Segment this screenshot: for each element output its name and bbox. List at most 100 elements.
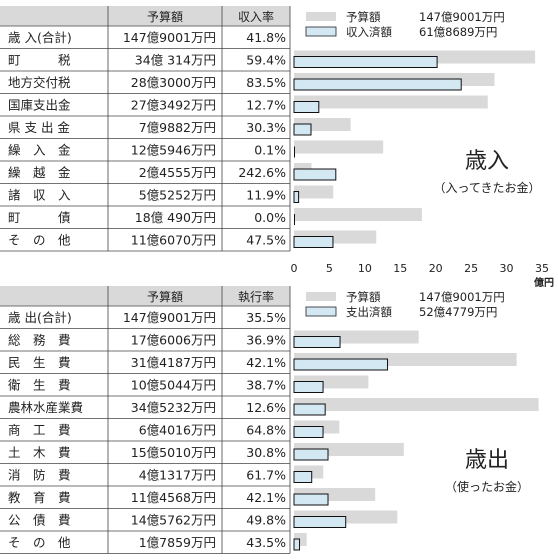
row-label: そ の 他 [8,233,71,248]
row-amount: 10億5044万円 [131,378,216,393]
row-rate: 12.7% [246,98,286,113]
row-rate: 0.1% [254,143,286,158]
bar-actual [293,336,341,348]
row-amount: 15億5010万円 [131,445,216,460]
row-label: 総 務 費 [8,333,71,348]
row-amount: 14億5762万円 [131,513,216,528]
row-amount: 2億4555万円 [139,165,216,180]
legend-label-budget: 予算額 [346,290,381,304]
bar-actual [293,426,324,438]
row-rate: 42.1% [246,490,286,505]
row-rate: 36.9% [246,333,286,348]
column-header-rate: 執行率 [238,289,274,304]
row-label: 町 債 [8,210,71,225]
bar-actual [293,236,334,248]
row-label: 歳 出(合計) [8,310,72,325]
legend-amount-budget: 147億9001万円 [419,10,505,24]
row-amount: 4億1317万円 [139,468,216,483]
row-rate: 38.7% [246,378,286,393]
row-amount: 27億3492万円 [131,98,216,113]
section-title: 歳入 [465,149,509,174]
row-rate: 47.5% [246,233,286,248]
row-amount: 11億6070万円 [131,233,216,248]
bar-actual [293,101,320,113]
bar-actual [293,168,337,181]
row-rate: 242.6% [238,165,286,180]
bar-actual [293,56,438,68]
x-tick-label: 30 [500,262,514,275]
x-tick-label: 25 [464,262,478,275]
bar-budget [294,95,488,109]
row-label: 諸 収 入 [8,188,71,203]
row-rate: 61.7% [246,468,286,483]
row-amount: 28億3000万円 [131,75,216,90]
row-label: 歳 入(合計) [8,30,72,45]
bar-actual [293,471,313,483]
legend-label-actual: 支出済額 [346,305,392,319]
x-tick-label: 20 [429,262,443,275]
row-label: 民 生 費 [8,355,71,370]
section-title: 歳出 [465,448,509,473]
row-label: 繰 越 金 [8,165,71,180]
legend-label-budget: 予算額 [346,10,381,24]
bar-actual [293,538,301,551]
row-label: 土 木 費 [8,445,71,460]
row-label: 国庫支出金 [8,98,71,113]
bar-budget [294,398,539,411]
row-rate: 12.6% [246,400,286,415]
row-label: 公 債 費 [8,513,71,528]
bar-actual [293,123,312,136]
row-amount: 11億4568万円 [131,490,216,505]
table-header-bg [0,286,290,306]
row-rate: 83.5% [246,75,286,90]
row-rate: 11.9% [246,188,286,203]
column-header-amount: 予算額 [147,289,183,304]
bar-actual [293,78,462,91]
row-rate: 49.8% [246,513,286,528]
column-header-rate: 収入率 [238,9,274,24]
section-subtitle: （入ってきたお金） [433,180,540,195]
row-rate: 0.0% [254,210,286,225]
row-amount: 1億7859万円 [139,535,216,550]
row-rate: 30.8% [246,445,286,460]
row-label: 繰 入 金 [8,143,71,158]
row-label: 消 防 費 [8,468,71,483]
section-subtitle: （使ったお金） [445,479,529,494]
bar-actual [293,493,329,506]
legend-amount-actual: 52億4779万円 [419,305,497,319]
bar-budget [294,185,334,199]
row-rate: 42.1% [246,355,286,370]
row-rate: 35.5% [246,310,286,325]
row-amount: 5億5252万円 [139,188,216,203]
row-amount: 18億 490万円 [135,210,216,225]
bar-budget [294,208,422,221]
bar-actual [293,516,347,528]
bar-actual [293,381,324,393]
row-amount: 6億4016万円 [139,423,216,438]
row-amount: 147億9001万円 [123,30,216,45]
legend-amount-actual: 61億8689万円 [419,25,497,39]
row-amount: 147億9001万円 [123,310,216,325]
bar-actual [293,358,389,371]
x-tick-label: 10 [358,262,372,275]
legend-amount-budget: 147億9001万円 [419,290,505,304]
row-label: 教 育 費 [8,490,71,505]
table-header-bg [0,6,290,26]
row-label: 県 支 出 金 [8,120,70,135]
row-label: 商 工 費 [8,423,71,438]
row-rate: 30.3% [246,120,286,135]
bar-actual [293,191,300,203]
row-rate: 41.8% [246,30,286,45]
row-label: 町 税 [8,53,71,68]
row-amount: 7億9882万円 [139,120,216,135]
row-label: 農林水産業費 [8,400,83,415]
legend-swatch-actual [305,306,337,317]
row-amount: 12億5946万円 [131,143,216,158]
bar-actual [293,403,326,416]
x-axis-unit: 億円 [534,276,554,289]
legend-swatch-budget [306,12,336,21]
